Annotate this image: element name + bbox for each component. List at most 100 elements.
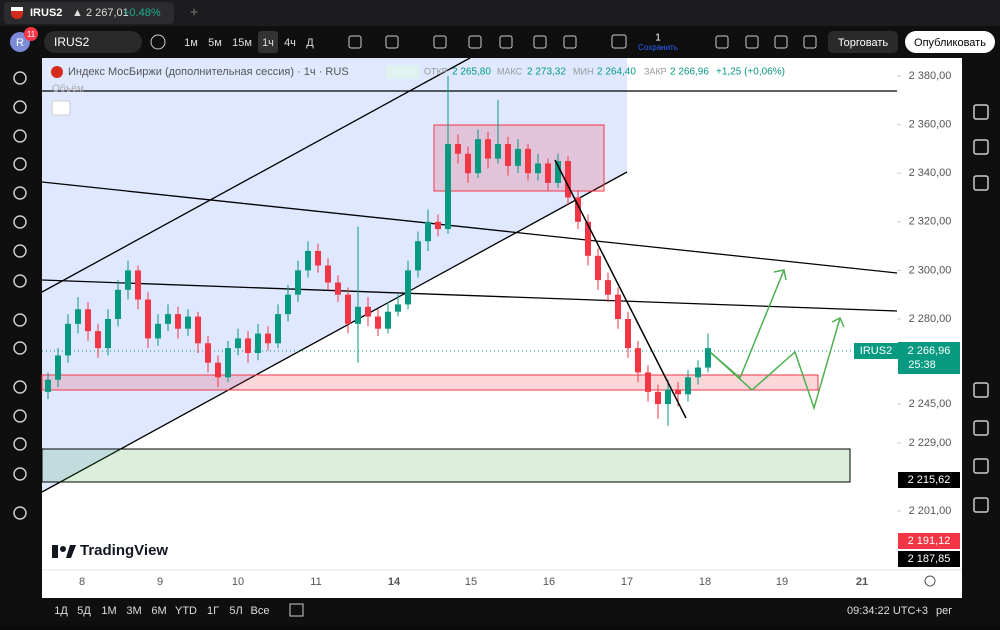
tool-icon[interactable]: [563, 35, 577, 49]
publish-button[interactable]: [905, 31, 995, 53]
x-tick-label: 18: [699, 576, 711, 588]
session[interactable]: рег: [936, 605, 952, 617]
tool-icon[interactable]: [433, 35, 447, 49]
x-tick-label: 19: [776, 576, 788, 588]
drawing-tool[interactable]: [13, 274, 27, 288]
tool-icon[interactable]: [348, 35, 362, 49]
drawing-tool[interactable]: [13, 100, 27, 114]
drawing-tool[interactable]: [13, 380, 27, 394]
level-price: 2 187,85: [908, 553, 951, 565]
drawing-tool[interactable]: [13, 341, 27, 355]
interval-button[interactable]: 15м: [232, 37, 252, 49]
tool-icon[interactable]: [803, 35, 817, 49]
drawing-tool[interactable]: [13, 186, 27, 200]
drawing-tool[interactable]: [13, 157, 27, 171]
range-button[interactable]: 5Л: [229, 605, 242, 617]
range-button[interactable]: 1Д: [54, 605, 68, 617]
interval-button[interactable]: 1ч: [262, 37, 274, 49]
trend-line: [41, 181, 898, 274]
range-button[interactable]: 3М: [126, 605, 141, 617]
panel-icon[interactable]: [973, 420, 989, 436]
publish-label: Опубликовать: [914, 37, 986, 49]
candle-body: [115, 289, 121, 319]
session-badge: [386, 65, 420, 79]
panel-icon[interactable]: [973, 382, 989, 398]
panel-icon[interactable]: [973, 175, 989, 191]
drawing-tool[interactable]: [13, 129, 27, 143]
trade-button[interactable]: [828, 31, 898, 53]
drawing-tool[interactable]: [13, 313, 27, 327]
notification-badge: [24, 27, 38, 41]
interval-button[interactable]: 1м: [184, 37, 198, 49]
candle-body: [645, 372, 651, 392]
tab[interactable]: [4, 2, 174, 24]
candle-body: [175, 314, 181, 329]
tool-icon[interactable]: [468, 35, 482, 49]
candle-body: [385, 311, 391, 329]
tool-icon[interactable]: [499, 35, 513, 49]
candle-body: [95, 331, 101, 349]
panel-icon[interactable]: [973, 104, 989, 120]
panel-icon[interactable]: [973, 458, 989, 474]
save-label[interactable]: Сохранить: [638, 43, 678, 52]
drawing-tool[interactable]: [13, 71, 27, 85]
drawing-tool[interactable]: [13, 467, 27, 481]
drawing-tool[interactable]: [13, 215, 27, 229]
drawing-tool[interactable]: [13, 506, 27, 520]
change-value: +1,25 (+0,06%): [716, 67, 785, 78]
candle-body: [405, 270, 411, 305]
date-range-icon[interactable]: [289, 603, 304, 617]
range-button[interactable]: Все: [251, 605, 270, 617]
candle-body: [135, 270, 141, 300]
interval-button[interactable]: 5м: [208, 37, 222, 49]
panel-icon[interactable]: [973, 497, 989, 513]
tool-icon[interactable]: [745, 35, 759, 49]
candle-body: [515, 148, 521, 166]
layout-count: 1: [655, 33, 661, 44]
level-badge: [898, 533, 960, 549]
interval-button[interactable]: 4ч: [284, 37, 296, 49]
tool-icon[interactable]: [715, 35, 729, 49]
panel-icon[interactable]: [973, 139, 989, 155]
range-button[interactable]: 1Г: [207, 605, 219, 617]
legend-flag: [51, 66, 63, 78]
drawing-tool[interactable]: [13, 244, 27, 258]
candle-body: [165, 314, 171, 324]
range-button[interactable]: 6М: [151, 605, 166, 617]
channel-lower: [41, 171, 628, 493]
candle-body: [65, 323, 71, 356]
collapse-button[interactable]: [51, 100, 71, 116]
countdown: 25:38: [908, 359, 936, 371]
drawing-tool[interactable]: [13, 409, 27, 423]
x-tick-label: 11: [310, 576, 321, 588]
settings-icon[interactable]: [924, 575, 936, 587]
low-value: 2 264,40: [597, 67, 636, 78]
layout-icon[interactable]: [611, 34, 627, 49]
candle-body: [185, 316, 191, 329]
volume-label: Объём: [52, 83, 84, 95]
low-label: МИН: [573, 66, 593, 76]
drawing-tool[interactable]: [13, 437, 27, 451]
candle-body: [85, 309, 91, 332]
candle-body: [235, 338, 241, 349]
logo-mark: [66, 545, 76, 558]
right-toolbar: [962, 58, 1000, 598]
range-button[interactable]: 5Д: [77, 605, 91, 617]
candle-body: [565, 161, 571, 198]
candle-body: [245, 338, 251, 354]
arrow-head: [831, 316, 845, 328]
range-button[interactable]: YTD: [175, 605, 197, 617]
tool-icon[interactable]: [774, 35, 788, 49]
tool-icon[interactable]: [533, 35, 547, 49]
candle-body: [375, 316, 381, 329]
range-button[interactable]: 1М: [101, 605, 116, 617]
candle-body: [145, 299, 151, 339]
tool-icon[interactable]: [385, 35, 399, 49]
symbol-search[interactable]: [44, 31, 142, 53]
open-value: 2 265,80: [452, 67, 491, 78]
compare-icon[interactable]: [150, 34, 166, 50]
interval-button[interactable]: Д: [306, 37, 314, 49]
new-tab[interactable]: +: [190, 4, 198, 20]
open-label: ОТКР: [424, 66, 448, 76]
candle-body: [305, 250, 311, 271]
